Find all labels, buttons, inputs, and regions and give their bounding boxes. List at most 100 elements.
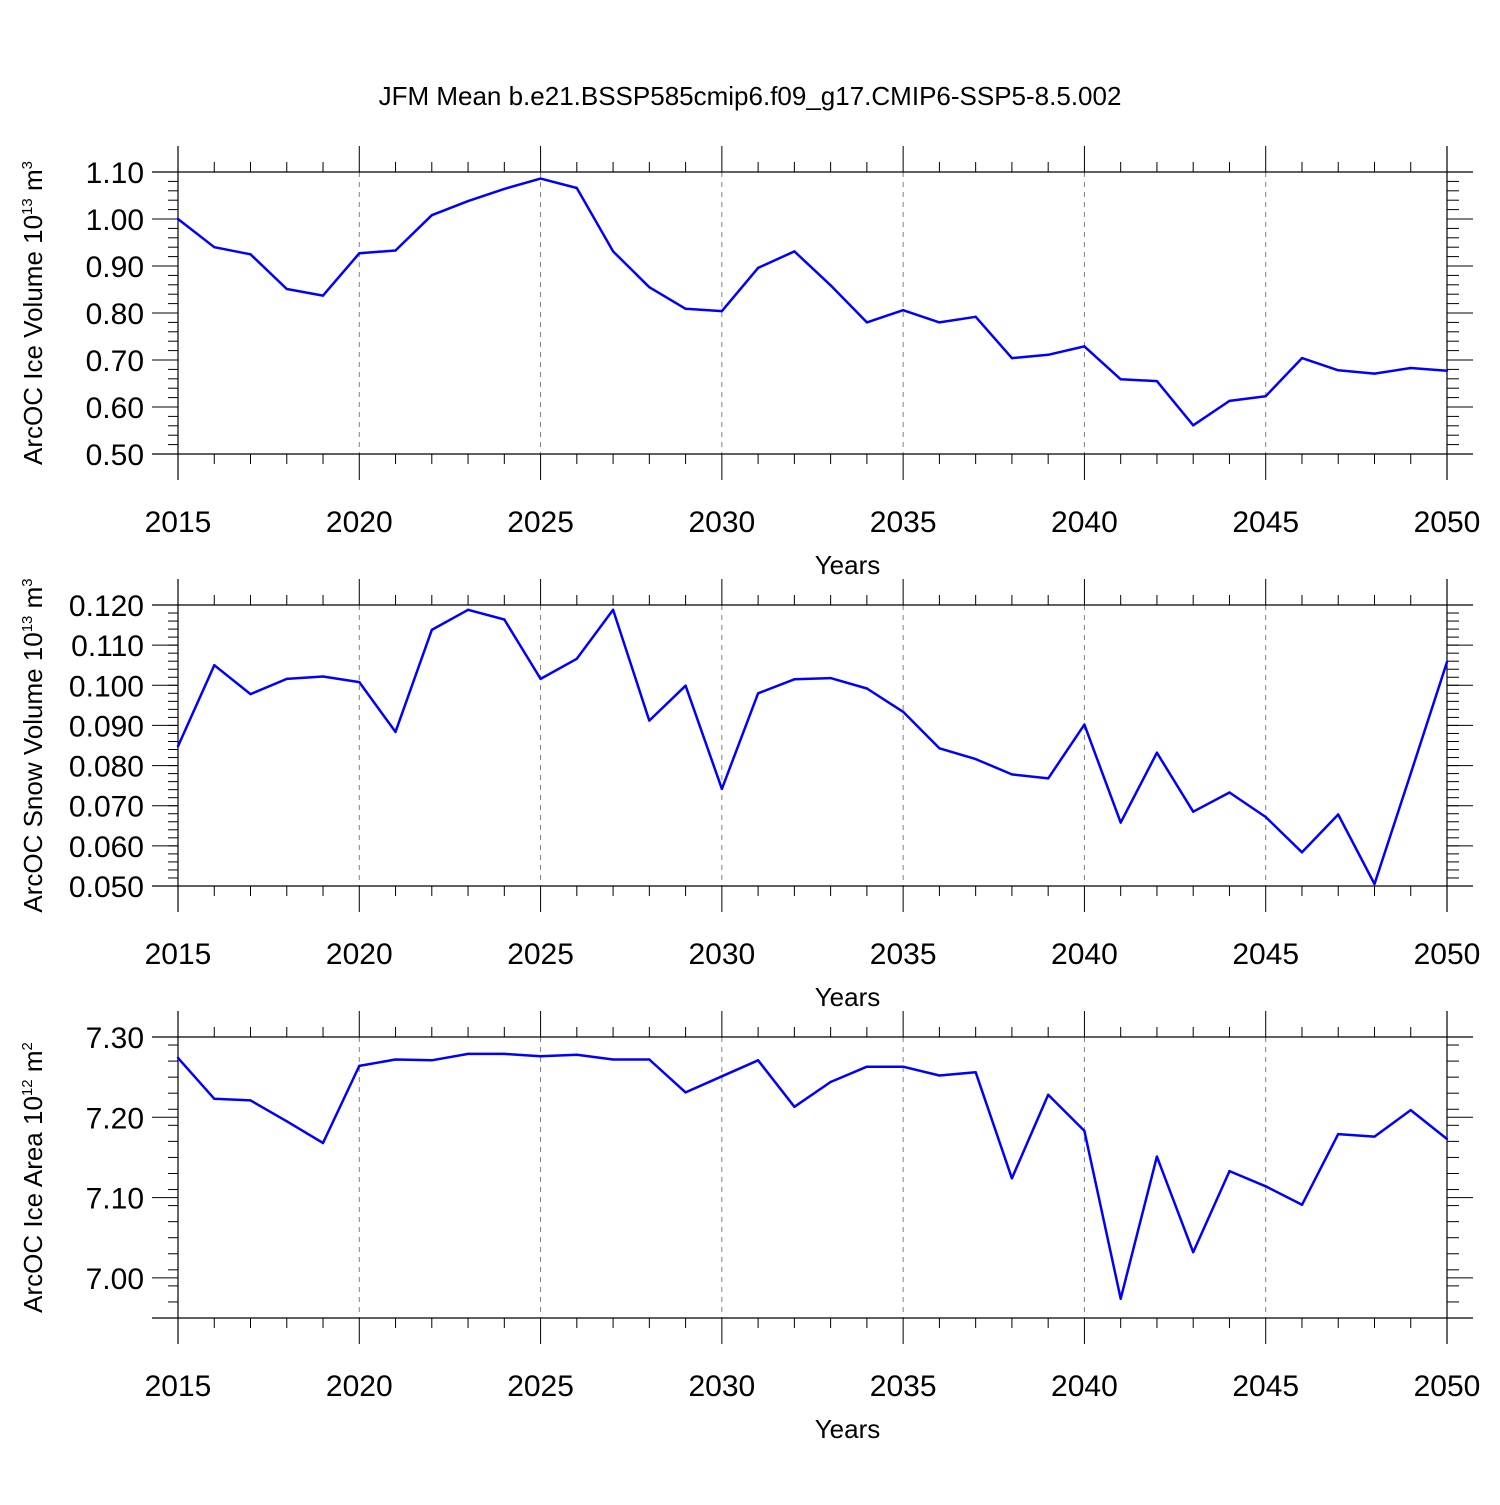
data-point xyxy=(285,677,288,681)
data-point xyxy=(1083,723,1086,726)
data-point xyxy=(1264,815,1267,819)
data-point xyxy=(1228,399,1231,403)
y-tick-label: 0.060 xyxy=(69,831,144,864)
data-point xyxy=(938,1074,941,1077)
data-point xyxy=(648,1058,651,1061)
data-point xyxy=(1046,1093,1050,1097)
data-point xyxy=(1445,660,1449,664)
x-tick-label: 2025 xyxy=(507,938,574,971)
data-point xyxy=(213,1097,216,1101)
y-tick-label: 7.10 xyxy=(86,1183,144,1216)
y-tick-label: 0.120 xyxy=(69,590,144,623)
series-line xyxy=(177,177,1448,427)
data-point xyxy=(1337,369,1340,372)
y-tick-label: 0.100 xyxy=(69,670,144,703)
x-tick-label: 2025 xyxy=(507,1370,574,1403)
data-point xyxy=(684,1091,687,1094)
data-point xyxy=(1337,813,1340,816)
data-point xyxy=(503,618,506,621)
x-tick-label: 2030 xyxy=(688,1370,755,1403)
data-point xyxy=(539,677,542,681)
data-point xyxy=(249,1099,252,1102)
data-point xyxy=(394,249,397,252)
data-point xyxy=(1119,821,1122,824)
data-point xyxy=(503,1052,506,1056)
data-point xyxy=(1300,356,1304,360)
data-point xyxy=(720,1075,724,1078)
y-tick-label: 0.110 xyxy=(71,630,144,663)
data-point xyxy=(865,687,869,690)
data-point xyxy=(575,1053,579,1056)
data-point xyxy=(1155,379,1159,383)
y-tick-label: 0.50 xyxy=(86,439,144,472)
data-point xyxy=(1119,1297,1122,1300)
y-tick-label: 0.80 xyxy=(86,298,144,331)
x-tick-label: 2035 xyxy=(870,938,937,971)
x-tick-label: 2050 xyxy=(1414,938,1481,971)
data-point xyxy=(1373,882,1376,886)
y-tick-label: 0.050 xyxy=(69,871,144,904)
x-tick-label: 2015 xyxy=(145,506,212,539)
data-point xyxy=(1409,366,1412,370)
data-point xyxy=(575,186,579,190)
data-point xyxy=(358,680,361,684)
data-point xyxy=(394,1058,397,1061)
data-point xyxy=(720,787,724,791)
data-point xyxy=(466,1052,470,1056)
y-tick-label: 0.60 xyxy=(86,392,144,425)
x-tick-label: 2040 xyxy=(1051,506,1118,539)
data-point xyxy=(611,608,615,612)
data-point xyxy=(1228,1169,1231,1173)
data-point xyxy=(1409,772,1412,775)
y-tick-label: 0.070 xyxy=(69,791,144,824)
data-point xyxy=(1300,1203,1304,1206)
data-point xyxy=(1228,791,1231,794)
data-point xyxy=(1264,394,1267,398)
data-point xyxy=(793,250,796,253)
data-point xyxy=(1155,1155,1159,1158)
y-tick-label: 0.090 xyxy=(69,710,144,743)
data-point xyxy=(829,676,832,680)
data-point xyxy=(321,675,325,678)
data-point xyxy=(213,664,216,667)
x-tick-label: 2050 xyxy=(1414,1370,1481,1403)
data-point xyxy=(756,692,760,695)
data-point xyxy=(1119,378,1122,381)
x-tick-label: 2015 xyxy=(145,1370,212,1403)
data-point xyxy=(358,252,361,255)
y-tick-label: 1.00 xyxy=(86,204,144,237)
data-point xyxy=(1337,1132,1340,1136)
data-point xyxy=(1192,1250,1195,1254)
y-axis-label: ArcOC Snow Volume 1013 m3 xyxy=(18,578,48,912)
data-point xyxy=(684,307,687,310)
x-tick-label: 2015 xyxy=(145,938,212,971)
data-point xyxy=(1445,1137,1449,1141)
data-point xyxy=(938,747,941,750)
data-point xyxy=(1155,751,1159,754)
data-point xyxy=(466,608,470,612)
data-point xyxy=(974,1071,977,1074)
y-tick-label: 0.70 xyxy=(86,345,144,378)
data-point xyxy=(1373,1135,1376,1138)
y-tick-label: 0.080 xyxy=(69,751,144,784)
data-point xyxy=(321,1141,325,1145)
x-tick-label: 2045 xyxy=(1232,506,1299,539)
series-line xyxy=(177,1052,1448,1300)
data-point xyxy=(430,214,433,217)
data-point xyxy=(1010,1177,1014,1180)
data-point xyxy=(611,250,615,253)
data-point xyxy=(1083,1129,1086,1133)
data-point xyxy=(901,710,905,713)
x-tick-label: 2045 xyxy=(1232,938,1299,971)
data-point xyxy=(1373,372,1376,375)
x-axis-label: Years xyxy=(815,550,881,580)
data-point xyxy=(901,308,905,312)
y-tick-label: 7.30 xyxy=(86,1022,144,1055)
y-tick-label: 7.20 xyxy=(86,1102,144,1135)
data-point xyxy=(1300,851,1304,854)
data-point xyxy=(1192,424,1195,427)
series-line xyxy=(176,608,1449,886)
data-point xyxy=(285,1120,288,1123)
